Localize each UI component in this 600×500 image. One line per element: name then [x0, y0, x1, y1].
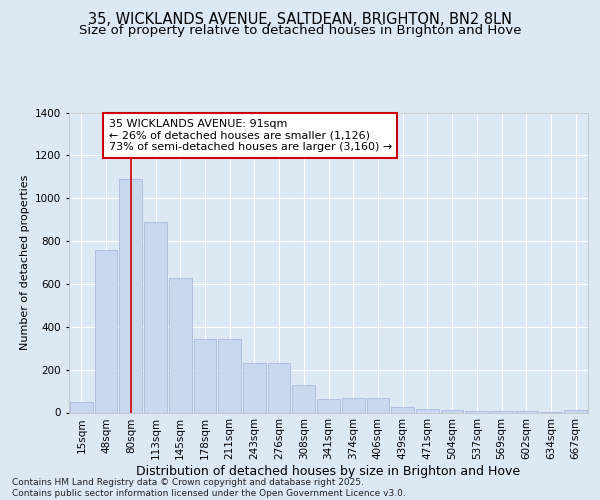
Text: Contains HM Land Registry data © Crown copyright and database right 2025.
Contai: Contains HM Land Registry data © Crown c…: [12, 478, 406, 498]
Text: 35 WICKLANDS AVENUE: 91sqm
← 26% of detached houses are smaller (1,126)
73% of s: 35 WICKLANDS AVENUE: 91sqm ← 26% of deta…: [109, 119, 392, 152]
X-axis label: Distribution of detached houses by size in Brighton and Hove: Distribution of detached houses by size …: [136, 465, 521, 478]
Bar: [441, 410, 463, 412]
Text: 35, WICKLANDS AVENUE, SALTDEAN, BRIGHTON, BN2 8LN: 35, WICKLANDS AVENUE, SALTDEAN, BRIGHTON…: [88, 12, 512, 28]
Bar: [317, 398, 340, 412]
Bar: [169, 278, 191, 412]
Bar: [416, 410, 439, 412]
Bar: [391, 407, 414, 412]
Bar: [70, 402, 93, 412]
Bar: [292, 384, 315, 412]
Bar: [466, 411, 488, 412]
Bar: [268, 363, 290, 412]
Bar: [342, 398, 365, 412]
Bar: [243, 363, 266, 412]
Bar: [194, 338, 216, 412]
Y-axis label: Number of detached properties: Number of detached properties: [20, 175, 29, 350]
Bar: [367, 398, 389, 412]
Bar: [119, 179, 142, 412]
Text: Size of property relative to detached houses in Brighton and Hove: Size of property relative to detached ho…: [79, 24, 521, 37]
Bar: [218, 338, 241, 412]
Bar: [564, 410, 587, 412]
Bar: [95, 250, 118, 412]
Bar: [144, 222, 167, 412]
